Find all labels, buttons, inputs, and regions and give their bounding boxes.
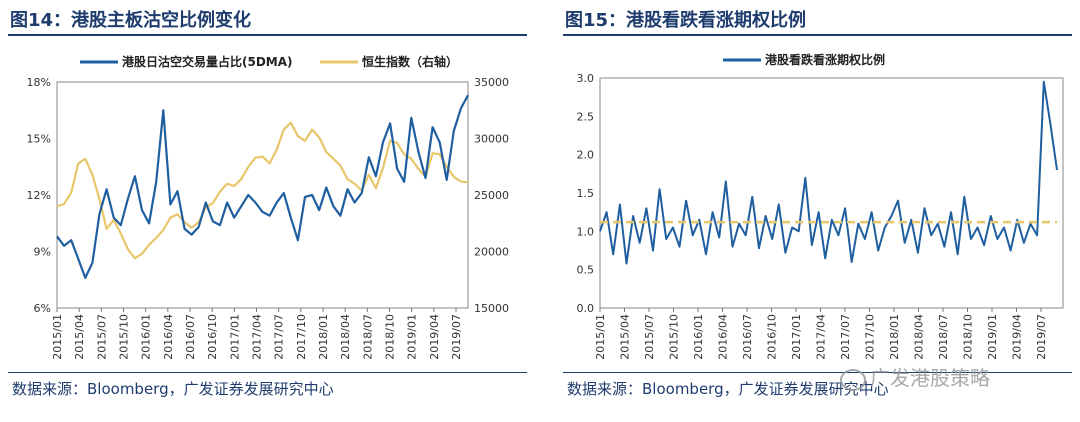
fig15-x-tick-label: 2016/10 [766,314,779,360]
fig14-x-tick-label: 2017/04 [251,314,264,360]
fig14-y-left-tick-label: 6% [34,302,51,315]
figure-14-title: 图14：港股主板沽空比例变化 [10,10,252,31]
fig15-x-tick-label: 2015/04 [619,314,632,360]
fig15-x-tick-label: 2015/10 [668,314,681,360]
watermark: 广发港股策略 [840,362,990,391]
fig14-x-tick-label: 2016/10 [206,314,219,360]
fig14-legend-label-hsi: 恒生指数（右轴） [362,54,458,69]
figure-14-title-rule [8,34,527,36]
fig14-y-right-tick-label: 30000 [474,133,509,146]
fig14-x-tick-label: 2017/10 [295,314,308,360]
figure-14: 图14：港股主板沽空比例变化 6% 9% 12% 15% 18% 15000 20000 25… [0,0,535,422]
fig15-series-put-call-line [599,80,1058,265]
fig15-x-tick-label: 2017/01 [790,314,803,360]
fig15-x-tick-label: 2016/04 [717,314,730,360]
fig14-x-tick-label: 2018/07 [361,314,374,360]
fig14-y-right-tick-label: 15000 [474,302,509,315]
fig14-x-tick-label: 2019/01 [406,314,419,360]
fig14-x-tick-label: 2017/01 [228,314,241,360]
fig14-y-left-tick-label: 18% [27,76,51,89]
fig15-x-tick-label: 2016/07 [741,314,754,360]
fig15-x-tick-label: 2019/01 [986,314,999,360]
fig14-x-tick-label: 2016/07 [184,314,197,360]
fig15-x-tick-label: 2017/04 [815,314,828,360]
fig15-legend-label: 港股看跌看涨期权比例 [765,52,885,67]
fig15-x-tick-label: 2019/04 [1011,314,1024,360]
fig14-x-tick-label: 2015/10 [118,314,131,360]
fig14-x-tick-label: 2016/01 [140,314,153,360]
figure-15-chart: 0.0 0.5 1.0 1.5 2.0 2.5 3.0 2015/01 2015/04 2015/… [577,52,1064,360]
fig15-x-tick-label: 2019/07 [1035,314,1048,360]
fig15-y-tick-label: 3.0 [577,72,595,85]
fig15-x-tick-label: 2018/10 [962,314,975,360]
figure-14-source: 数据来源：Bloomberg，广发证券发展研究中心 [12,380,334,398]
fig15-x-tick-label: 2016/01 [692,314,705,360]
wechat-icon [840,368,866,391]
fig15-y-tick-label: 0.5 [577,264,595,277]
fig14-x-tick-label: 2018/04 [339,314,352,360]
fig14-x-tick-label: 2018/01 [317,314,330,360]
figure-14-source-rule [8,372,527,373]
fig14-x-tick-label: 2018/10 [384,314,397,360]
fig15-x-tick-label: 2015/01 [594,314,607,360]
fig15-y-tick-label: 1.0 [577,225,595,238]
fig14-y-left-tick-label: 15% [27,133,51,146]
fig14-y-right-tick-label: 35000 [474,76,509,89]
fig14-plot-frame [56,81,469,309]
fig14-x-tick-label: 2017/07 [273,314,286,360]
figure-15-source: 数据来源：Bloomberg，广发证券发展研究中心 [567,380,889,398]
fig14-y-left-tick-label: 12% [27,189,51,202]
figure-15-title-rule [563,34,1072,36]
fig14-x-tick-label: 2016/04 [162,314,175,360]
fig15-x-tick-label: 2018/07 [937,314,950,360]
fig14-x-tick-label: 2019/04 [428,314,441,360]
fig15-y-tick-label: 2.0 [577,149,595,162]
fig14-series-hsi-line [56,121,469,260]
fig15-y-tick-label: 0.0 [577,302,595,315]
fig14-y-right-tick-label: 25000 [474,189,509,202]
fig15-y-tick-label: 2.5 [577,110,595,123]
fig15-x-tick-label: 2015/07 [643,314,656,360]
fig14-x-tick-label: 2015/04 [73,314,86,360]
figure-15: 图15：港股看跌看涨期权比例 0.0 0.5 1.0 1.5 2.0 2.5 3.0 2015… [555,0,1080,422]
fig15-x-tick-label: 2017/10 [864,314,877,360]
fig14-y-left-tick-label: 9% [34,246,51,259]
fig14-x-tick-label: 2015/01 [51,314,64,360]
fig15-y-tick-label: 1.5 [577,187,595,200]
fig14-legend-label-short-ratio: 港股日沽空交易量占比(5DMA) [122,54,293,69]
fig15-plot-frame [599,77,1064,309]
watermark-text: 广发港股策略 [870,366,990,390]
fig14-y-right-tick-label: 20000 [474,246,509,259]
fig14-series-short-ratio-line [56,94,469,279]
fig14-x-tick-label: 2015/07 [95,314,108,360]
fig15-x-tick-label: 2018/01 [888,314,901,360]
fig15-x-tick-label: 2017/07 [839,314,852,360]
fig14-x-tick-label: 2019/07 [450,314,463,360]
fig15-x-tick-label: 2018/04 [913,314,926,360]
figure-15-title: 图15：港股看跌看涨期权比例 [565,10,807,31]
figure-15-source-rule [563,372,1072,373]
figure-14-chart: 6% 9% 12% 15% 18% 15000 20000 25000 30000 35000 20… [27,54,509,360]
